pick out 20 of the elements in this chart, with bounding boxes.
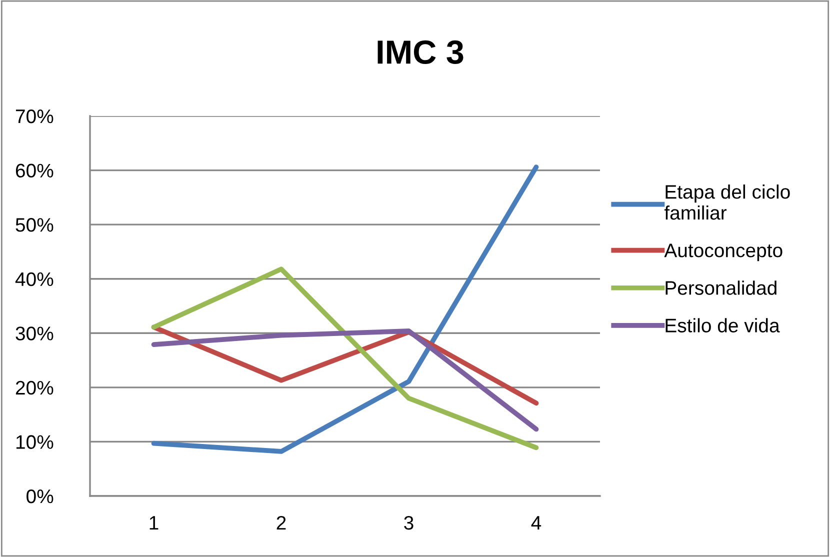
x-tick-label: 3 xyxy=(404,516,414,530)
line-series xyxy=(151,328,539,432)
y-tick-label: 0% xyxy=(26,489,54,504)
chart-title: IMC 3 xyxy=(378,40,464,64)
y-tick-label: 10% xyxy=(16,435,54,449)
y-tick-label: 40% xyxy=(15,272,54,286)
line-series xyxy=(151,164,539,454)
x-tick-label: 4 xyxy=(531,516,542,530)
y-tick-label: 20% xyxy=(16,380,54,395)
legend-label: Estilo de vida xyxy=(666,318,780,332)
y-tick-label: 60% xyxy=(16,164,54,178)
x-tick-label: 1 xyxy=(150,516,158,530)
y-tick-label: 50% xyxy=(16,218,54,232)
y-tick-label: 70% xyxy=(16,109,54,124)
legend-label: Etapa del ciclo familiar xyxy=(664,184,790,220)
legend-label: Personalidad xyxy=(666,280,776,295)
y-tick-label: 30% xyxy=(16,326,54,340)
x-tick-label: 2 xyxy=(276,516,286,530)
line-series xyxy=(151,266,539,450)
legend-label: Autoconcepto xyxy=(664,244,782,262)
